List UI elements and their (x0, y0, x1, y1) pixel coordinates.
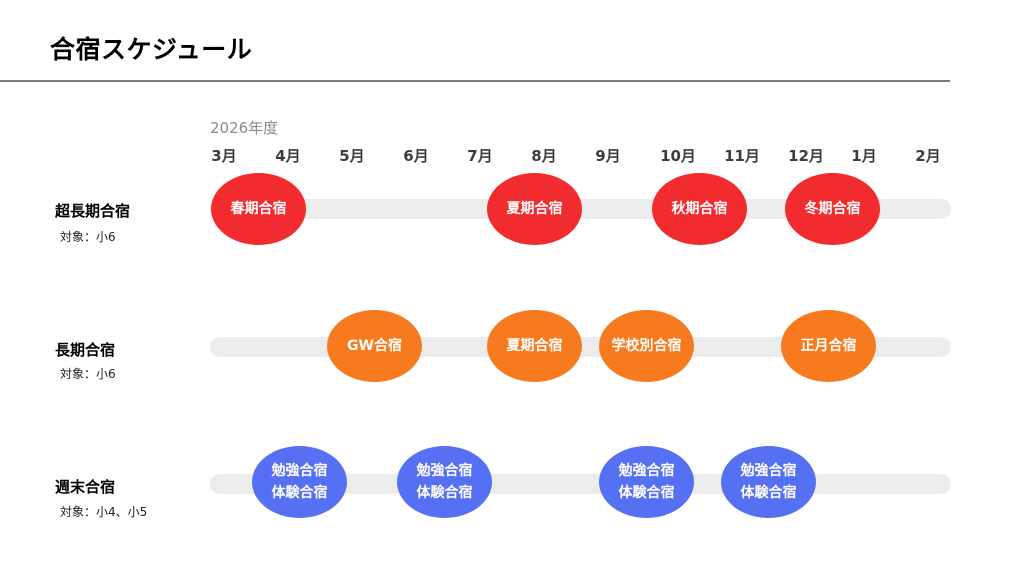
camp-event-bubble[interactable]: 勉強合宿 体験合宿 (599, 446, 694, 518)
row-title: 超長期合宿 (55, 202, 131, 220)
row-target: 対象：小6 (60, 230, 116, 244)
month-label: 6月 (403, 147, 429, 165)
camp-event-bubble[interactable]: 春期合宿 (211, 173, 306, 245)
fiscal-year-label: 2026年度 (210, 119, 279, 137)
camp-event-bubble[interactable]: 夏期合宿 (487, 310, 582, 382)
camp-event-bubble[interactable]: 勉強合宿 体験合宿 (397, 446, 492, 518)
camp-event-bubble[interactable]: 冬期合宿 (785, 173, 880, 245)
row-target: 対象：小4、小5 (60, 505, 148, 519)
camp-event-bubble[interactable]: GW合宿 (327, 310, 422, 382)
month-label: 2月 (915, 147, 941, 165)
month-label: 11月 (724, 147, 760, 165)
month-label: 7月 (467, 147, 493, 165)
camp-event-bubble[interactable]: 勉強合宿 体験合宿 (252, 446, 347, 518)
month-label: 4月 (275, 147, 301, 165)
camp-event-bubble[interactable]: 正月合宿 (781, 310, 876, 382)
month-label: 12月 (788, 147, 824, 165)
month-label: 3月 (211, 147, 237, 165)
row-title: 週末合宿 (55, 478, 116, 496)
month-label: 10月 (660, 147, 696, 165)
month-label: 9月 (595, 147, 621, 165)
month-label: 1月 (851, 147, 877, 165)
camp-event-bubble[interactable]: 夏期合宿 (487, 173, 582, 245)
row-target: 対象：小6 (60, 367, 116, 381)
title-divider (0, 80, 950, 82)
camp-event-bubble[interactable]: 秋期合宿 (652, 173, 747, 245)
camp-event-bubble[interactable]: 勉強合宿 体験合宿 (721, 446, 816, 518)
camp-event-bubble[interactable]: 学校別合宿 (599, 310, 694, 382)
row-title: 長期合宿 (55, 341, 116, 359)
month-label: 8月 (531, 147, 557, 165)
month-label: 5月 (339, 147, 365, 165)
page-title: 合宿スケジュール (50, 35, 253, 64)
